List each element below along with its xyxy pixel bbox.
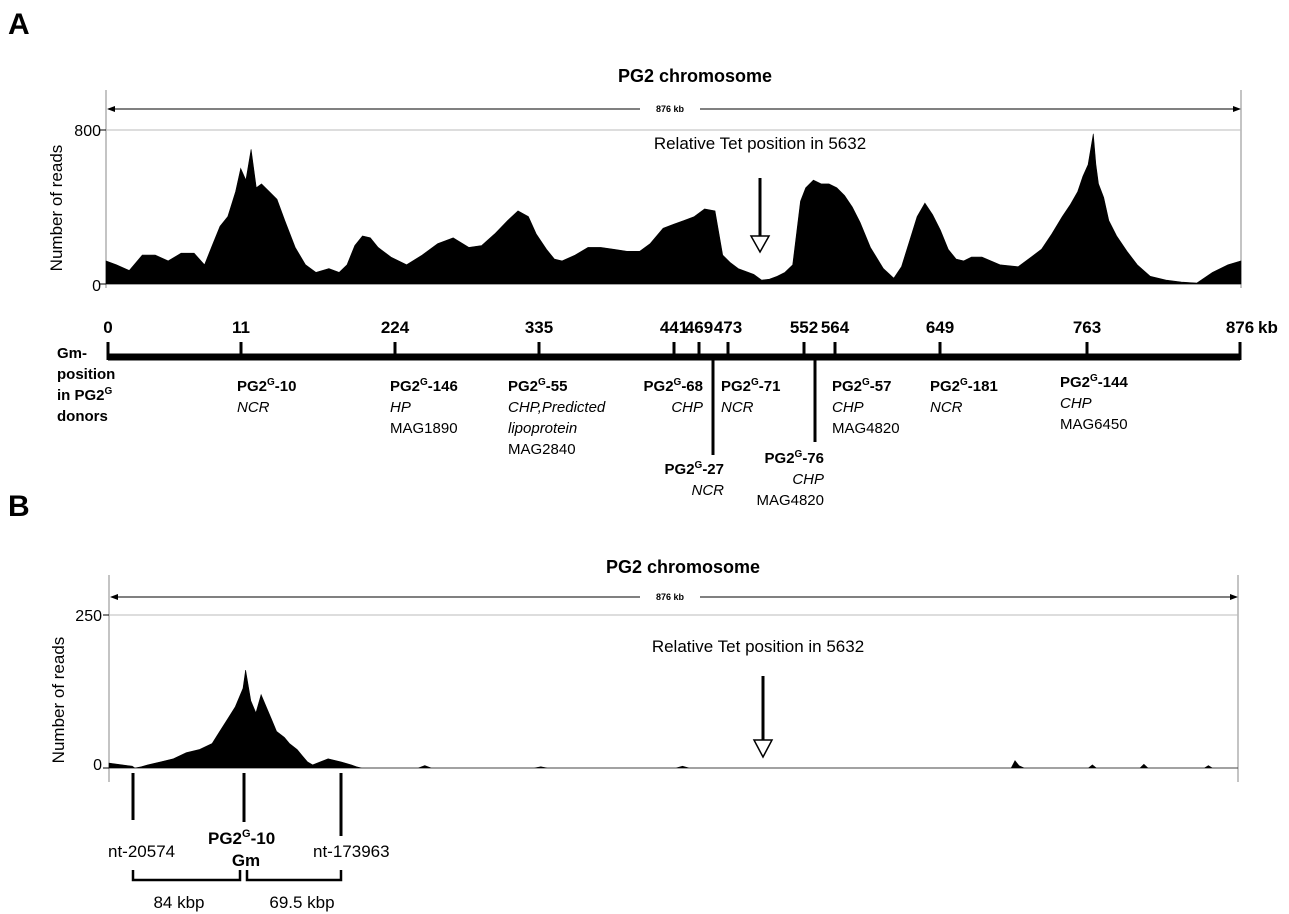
donor-name: PG2G-146 — [390, 377, 458, 395]
position-tick-label: 552 — [790, 318, 818, 337]
position-tick-label: 564 — [821, 318, 850, 337]
donor-label: PG2G-57 CHP MAG4820 — [832, 377, 900, 437]
donor-label: PG2G-10 NCR — [237, 377, 296, 416]
donor-name: PG2G-68 — [644, 377, 703, 395]
panel-a-ytick-zero-label: 0 — [92, 278, 101, 295]
donor-reference: MAG2840 — [508, 441, 576, 458]
donor-reference: MAG6450 — [1060, 416, 1128, 433]
donor-label: PG2G-181 NCR — [930, 377, 998, 416]
panel-b-center-label-line2: Gm — [232, 851, 260, 870]
panel-b-coverage-area — [108, 670, 1238, 769]
donor-label: PG2G-71 NCR — [721, 377, 780, 416]
panel-b-tet-label: Relative Tet position in 5632 — [652, 637, 864, 656]
donor-name: PG2G-57 — [832, 377, 891, 395]
donor-name: PG2G-10 — [237, 377, 296, 395]
position-tick-label: 473 — [714, 318, 742, 337]
panel-b-title: PG2 chromosome — [606, 557, 760, 577]
donor-description: CHP — [792, 471, 824, 488]
panel-a-tet-label: Relative Tet position in 5632 — [654, 134, 866, 153]
panel-b-center-label: PG2G-10 — [208, 828, 275, 848]
donor-label: PG2G-144 CHP MAG6450 — [1060, 373, 1128, 433]
position-tick-label: 469 — [685, 318, 713, 337]
position-tick-label: 876 — [1226, 318, 1254, 337]
donor-description: HP — [390, 399, 411, 416]
donor-name: PG2G-71 — [721, 377, 780, 395]
position-tick-label: 335 — [525, 318, 553, 337]
donor-description: CHP,Predicted — [508, 399, 606, 416]
panel-b-ytick-top-label: 250 — [75, 608, 102, 625]
position-tick-label: 763 — [1073, 318, 1101, 337]
position-tick-label: 441 — [660, 318, 688, 337]
panel-b-right-distance: 69.5 kbp — [269, 893, 334, 912]
panel-a-donor-labels: PG2G-10 NCR PG2G-146 HP MAG1890 PG2G-55 CHP,Pr… — [237, 373, 1128, 509]
donor-reference: MAG1890 — [390, 420, 458, 437]
donor-reference: MAG4820 — [832, 420, 900, 437]
donor-name: PG2G-181 — [930, 377, 998, 395]
panel-b-tet-arrow-head — [752, 739, 774, 759]
donor-name: PG2G-27 — [665, 460, 724, 478]
panel-b-ytick-zero-label: 0 — [93, 757, 102, 774]
donor-description: NCR — [721, 399, 754, 416]
donor-label: PG2G-76 CHP MAG4820 — [756, 449, 824, 509]
panel-b-left-distance: 84 kbp — [153, 893, 204, 912]
donor-label: PG2G-27 NCR — [665, 460, 725, 499]
panel-b-left-bracket — [131, 870, 242, 882]
panel-b-ylabel: Number of reads — [49, 637, 68, 764]
donor-description: CHP — [832, 399, 864, 416]
panel-b-span-label: 876 kb — [656, 592, 685, 602]
donor-reference: MAG4820 — [756, 492, 824, 509]
panel-b-left-marker-label: nt-20574 — [108, 842, 175, 861]
position-tick-label: 11 — [232, 318, 250, 337]
donor-description: lipoprotein — [508, 420, 577, 437]
donor-label: PG2G-55 CHP,Predicted lipoprotein MAG2840 — [508, 377, 606, 458]
panel-b-right-bracket — [245, 870, 343, 882]
position-tick-label: 0 — [103, 318, 112, 337]
donor-description: CHP — [671, 399, 703, 416]
donor-name: PG2G-144 — [1060, 373, 1128, 391]
donor-name: PG2G-55 — [508, 377, 567, 395]
donor-label: PG2G-146 HP MAG1890 — [390, 377, 458, 437]
donor-description: NCR — [237, 399, 270, 416]
panel-a-letter: A — [8, 8, 30, 41]
panel-a-gm-label: Gm- position in PG2G donors — [57, 345, 120, 425]
donor-description: CHP — [1060, 395, 1092, 412]
panel-a-coverage-area — [105, 133, 1242, 285]
position-tick-label: 649 — [926, 318, 954, 337]
panel-a-title: PG2 chromosome — [618, 66, 772, 86]
position-tick-label: 224 — [381, 318, 410, 337]
panel-a-gm-label-line3: in PG2G — [57, 386, 113, 404]
donor-name: PG2G-76 — [765, 449, 824, 467]
panel-b-letter: B — [8, 490, 30, 523]
panel-b-right-marker-label: nt-173963 — [313, 842, 390, 861]
donor-label: PG2G-68 CHP — [644, 377, 703, 416]
panel-a-ylabel: Number of reads — [47, 145, 66, 272]
panel-a-tet-arrow-head — [749, 235, 771, 254]
panel-a-span-label: 876 kb — [656, 104, 685, 114]
panel-a-unit-label: kb — [1258, 318, 1278, 337]
panel-a-ytick-top-label: 800 — [74, 123, 101, 140]
donor-description: NCR — [930, 399, 963, 416]
donor-description: NCR — [692, 482, 725, 499]
